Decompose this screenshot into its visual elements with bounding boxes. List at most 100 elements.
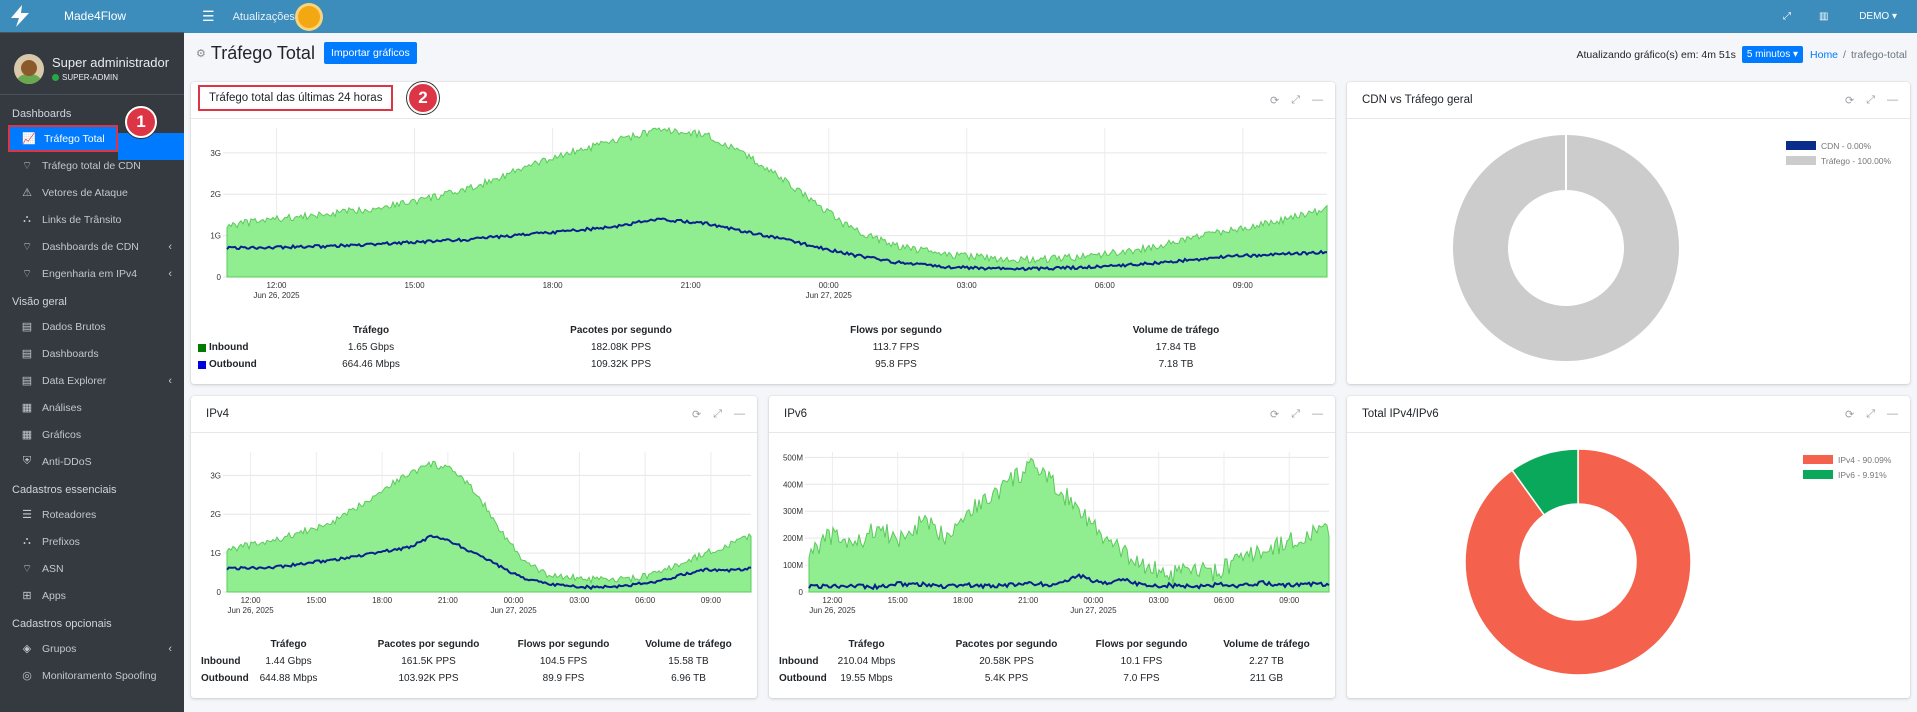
sidebar-item-links-de-tr-nsito[interactable]: ⛬ Links de Trânsito [0, 206, 184, 233]
x-tick-label: 18:00 [372, 596, 393, 605]
outbound-line[interactable] [226, 534, 752, 591]
sidebar-item-engenharia-em-ipv4[interactable]: ⌔ Engenharia em IPv4 ‹ [0, 260, 184, 287]
column-header: Volume de tráfego [1223, 639, 1310, 650]
donut-slice-ipv4[interactable] [1464, 448, 1692, 676]
ipv4-stats-table: Tráfego Pacotes por segundo Flows por segu… [191, 636, 757, 687]
collapse-icon[interactable]: — [1312, 94, 1323, 106]
cdn-legend: CDN - 0.00% Tráfego - 100.00% [1786, 138, 1891, 168]
sidebar-item-tr-fego-total[interactable]: 📈 Tráfego Total [8, 125, 118, 152]
puzzle-icon: ⊞ [22, 590, 32, 602]
total-stats-table: Tráfego Pacotes por segundo Flows por segu… [191, 322, 1335, 373]
company-menu[interactable]: ▥ DEMO ▾ [1818, 11, 1897, 22]
legend-item[interactable]: CDN - 0.00% [1786, 138, 1891, 153]
x-tick-label: 15:00 [306, 596, 327, 605]
user-role-badge: SUPER-ADMIN [52, 73, 169, 82]
expand-icon[interactable]: ⤢ [1866, 408, 1875, 420]
sidebar-item-label: Anti-DDoS [42, 455, 92, 468]
cell-volume: 6.96 TB [671, 673, 706, 684]
ipv4-ipv6-split-card: Total IPv4/IPv6 ⟳ ⤢ — IPv4 - 90.09% IPv6 -… [1347, 396, 1910, 698]
sidebar-item-anti-ddos[interactable]: ⛨ Anti-DDoS [0, 448, 184, 475]
sidebar-item-dashboards-de-cdn[interactable]: ⌔ Dashboards de CDN ‹ [0, 233, 184, 260]
x-date-label: Jun 27, 2025 [806, 291, 853, 300]
user-panel[interactable]: Super administrador SUPER-ADMIN [0, 43, 184, 95]
legend-item[interactable]: IPv6 - 9.91% [1803, 467, 1891, 482]
fullscreen-icon[interactable]: ⤢ [1782, 11, 1791, 22]
inbound-area[interactable] [226, 126, 1328, 278]
sidebar-item-monitoramento-spoofing[interactable]: ◎ Monitoramento Spoofing [0, 662, 184, 689]
expand-icon[interactable]: ⤢ [713, 408, 722, 420]
sidebar-item-dashboards[interactable]: ▤ Dashboards [0, 340, 184, 367]
sidebar-item-roteadores[interactable]: ☰ Roteadores [0, 501, 184, 528]
table-row: Inbound 1.65 Gbps 182.08K PPS 113.7 FPS 17.8… [191, 339, 1335, 356]
series-label: Inbound [191, 342, 271, 353]
cell-pps: 182.08K PPS [590, 342, 652, 353]
x-tick-label: 06:00 [1095, 281, 1116, 290]
outbound-line[interactable] [226, 217, 1328, 272]
expand-icon[interactable]: ⤢ [1291, 408, 1300, 420]
sidebar-item-label: Prefixos [42, 535, 80, 548]
table-row: Outbound 644.88 Mbps 103.92K PPS 89.9 FPS 6.… [191, 670, 757, 687]
sidebar-item-asn[interactable]: ⌔ ASN [0, 555, 184, 582]
legend-item[interactable]: IPv4 - 90.09% [1803, 452, 1891, 467]
sidebar-item-apps[interactable]: ⊞ Apps [0, 582, 184, 609]
collapse-icon[interactable]: — [1312, 408, 1323, 420]
inbound-area[interactable] [808, 457, 1330, 593]
sidebar-item-data-explorer[interactable]: ▤ Data Explorer ‹ [0, 367, 184, 394]
refresh-icon[interactable]: ⟳ [1844, 95, 1855, 107]
sidebar-item-grupos[interactable]: ◈ Grupos ‹ [0, 635, 184, 662]
y-tick-label: 0 [799, 588, 804, 597]
breadcrumb-home-link[interactable]: Home [1810, 48, 1839, 61]
collapse-icon[interactable]: — [1887, 94, 1898, 106]
sidebar-item-an-lises[interactable]: ▦ Análises [0, 394, 184, 421]
x-tick-label: 00:00 [1083, 596, 1104, 605]
gear-icon[interactable]: ⚙ [196, 48, 206, 60]
x-tick-label: 18:00 [543, 281, 564, 290]
sidebar-item-prefixos[interactable]: ⛬ Prefixos [0, 528, 184, 555]
collapse-icon[interactable]: — [734, 408, 745, 420]
outbound-line[interactable] [808, 573, 1330, 591]
sidebar-item-tr-fego-total-de-cdn[interactable]: ⌔ Tráfego total de CDN [0, 152, 184, 179]
sidebar-item-label: Apps [42, 589, 66, 602]
broadcast-icon: ⌔ [21, 267, 33, 280]
online-status-icon [52, 74, 59, 81]
refresh-icon[interactable]: ⟳ [1844, 409, 1855, 421]
ipv4-card: IPv4 ⟳ ⤢ — 0 1G 2G 3G 12:00 Jun 26, 2025 15:00 18… [191, 396, 757, 698]
ipv-split-donut-chart[interactable] [1347, 434, 1910, 699]
cell-fps: 95.8 FPS [875, 359, 917, 370]
legend-item[interactable]: Tráfego - 100.00% [1786, 153, 1891, 168]
cdn-donut-chart[interactable] [1347, 120, 1910, 385]
refresh-icon[interactable]: ⟳ [691, 409, 702, 421]
user-name[interactable]: Super administrador [52, 55, 170, 70]
series-color-swatch [198, 360, 206, 369]
y-tick-label: 3G [210, 471, 221, 480]
brand-bar[interactable]: Made4Flow [0, 0, 184, 33]
cdn-vs-traffic-card: CDN vs Tráfego geral ⟳ ⤢ — CDN - 0.00% Trá… [1347, 82, 1910, 384]
avatar [14, 53, 44, 84]
inbound-area[interactable] [226, 460, 752, 593]
collapse-icon[interactable]: — [1887, 408, 1898, 420]
expand-icon[interactable]: ⤢ [1291, 94, 1300, 106]
refresh-icon[interactable]: ⟳ [1269, 95, 1280, 107]
x-tick-label: 06:00 [635, 596, 656, 605]
sidebar-item-label: Dashboards de CDN [42, 240, 139, 253]
sidebar-item-dados-brutos[interactable]: ▤ Dados Brutos [0, 313, 184, 340]
cell-fps: 113.7 FPS [872, 342, 920, 353]
cell-pps: 20.58K PPS [979, 656, 1034, 667]
sidebar-item-vetores-de-ataque[interactable]: ⚠ Vetores de Ataque [0, 179, 184, 206]
sidebar-item-label: ASN [42, 562, 64, 575]
donut-slice-ipv6[interactable] [1511, 448, 1579, 516]
refresh-interval-select[interactable]: 5 minutos ▾ [1741, 46, 1804, 63]
table-row: Inbound 1.44 Gbps 161.5K PPS 104.5 FPS 15.58… [191, 653, 757, 670]
y-tick-label: 2G [210, 510, 221, 519]
sidebar-item-gr-ficos[interactable]: ▦ Gráficos [0, 421, 184, 448]
refresh-icon[interactable]: ⟳ [1269, 409, 1280, 421]
menu-toggle-icon[interactable]: ☰ [202, 8, 215, 24]
updates-link[interactable]: Atualizações [233, 5, 320, 28]
import-charts-button[interactable]: Importar gráficos [324, 42, 417, 64]
expand-icon[interactable]: ⤢ [1866, 94, 1875, 106]
x-date-label: Jun 26, 2025 [809, 606, 856, 615]
x-tick-label: 12:00 [266, 281, 287, 290]
